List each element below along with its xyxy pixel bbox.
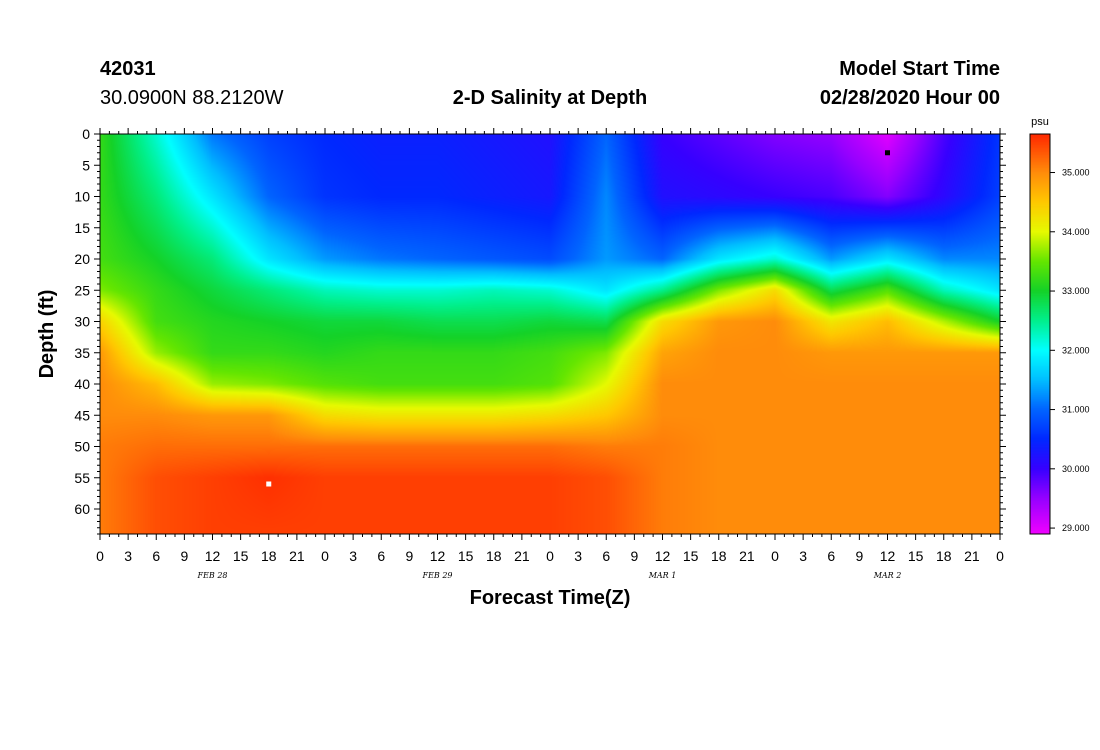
y-tick-label: 10 — [74, 189, 90, 205]
y-tick-label: 25 — [74, 282, 90, 298]
x-tick-label: 15 — [458, 548, 474, 564]
date-label: FEB 28 — [197, 571, 228, 580]
colorbar-frame — [1029, 133, 1051, 535]
x-tick-label: 9 — [180, 548, 188, 564]
x-tick-label: 3 — [574, 548, 582, 564]
x-tick-label: 0 — [321, 548, 329, 564]
x-tick-label: 6 — [152, 548, 160, 564]
x-tick-label: 9 — [405, 548, 413, 564]
x-tick-label: 6 — [827, 548, 835, 564]
model-start-label: Model Start Time — [839, 58, 1000, 80]
station-id: 42031 — [100, 58, 156, 80]
colorbar-gradient — [1030, 134, 1050, 534]
extrema-markers — [266, 150, 890, 487]
y-tick-label: 60 — [74, 501, 90, 517]
colorbar-units: psu — [1031, 116, 1049, 128]
model-start-time: 02/28/2020 Hour 00 — [820, 87, 1000, 109]
y-axis-title: Depth (ft) — [36, 290, 58, 379]
heatmap-canvas-holder — [100, 134, 1000, 534]
y-tick-label: 45 — [74, 407, 90, 423]
colorbar-tick-label: 29.000 — [1062, 523, 1090, 533]
y-tick-label: 50 — [74, 439, 90, 455]
colorbar-tick-label: 30.000 — [1062, 464, 1090, 474]
y-tick-label: 15 — [74, 220, 90, 236]
y-tick-label: 55 — [74, 470, 90, 486]
y-tick-label: 0 — [82, 126, 90, 142]
colorbar-tick-label: 34.000 — [1062, 227, 1090, 237]
x-tick-label: 0 — [996, 548, 1004, 564]
y-tick-label: 20 — [74, 251, 90, 267]
x-tick-label: 3 — [799, 548, 807, 564]
x-tick-label: 12 — [880, 548, 896, 564]
plot-area — [99, 133, 1001, 535]
x-tick-label: 21 — [289, 548, 305, 564]
x-tick-label: 6 — [377, 548, 385, 564]
date-label: MAR 1 — [648, 571, 677, 580]
x-tick-label: 18 — [936, 548, 952, 564]
x-tick-label: 21 — [514, 548, 530, 564]
x-tick-label: 9 — [855, 548, 863, 564]
max-marker — [266, 481, 272, 487]
colorbar-ticks: 29.000 30.000 31.000 32.000 33.000 34.000 35.0… — [1050, 168, 1090, 533]
y-axis: 0 5 10 15 20 25 30 35 40 45 50 55 60 — [74, 126, 1006, 535]
colorbar: psu 29.000 30.000 31.000 32.000 33.000 34.000… — [1029, 116, 1090, 535]
x-tick-label: 12 — [655, 548, 671, 564]
date-labels: FEB 28 FEB 29 MAR 1 MAR 2 — [197, 571, 902, 580]
salinity-heatmap — [100, 134, 1000, 534]
station-coords: 30.0900N 88.2120W — [100, 87, 284, 109]
x-tick-label: 0 — [546, 548, 554, 564]
x-tick-label: 12 — [430, 548, 446, 564]
chart-title: 2-D Salinity at Depth — [453, 87, 647, 109]
colorbar-tick-label: 31.000 — [1062, 405, 1090, 415]
y-tick-label: 40 — [74, 376, 90, 392]
x-tick-label: 0 — [771, 548, 779, 564]
colorbar-tick-label: 35.000 — [1062, 168, 1090, 178]
x-tick-label: 18 — [261, 548, 277, 564]
x-tick-label: 21 — [739, 548, 755, 564]
y-tick-label: 30 — [74, 314, 90, 330]
x-tick-label: 12 — [205, 548, 221, 564]
date-label: FEB 29 — [422, 571, 453, 580]
x-tick-label: 15 — [233, 548, 249, 564]
x-tick-label: 3 — [349, 548, 357, 564]
x-tick-label: 21 — [964, 548, 980, 564]
x-tick-label: 6 — [602, 548, 610, 564]
y-tick-label: 5 — [82, 157, 90, 173]
x-tick-label: 18 — [711, 548, 727, 564]
x-axis-title: Forecast Time(Z) — [470, 587, 631, 609]
x-tick-label: 0 — [96, 548, 104, 564]
x-axis: 0 3 6 9 12 15 18 21 0 3 6 9 12 15 18 21 0 3 6 9 12 15 18 21 0 3 6 9… — [96, 128, 1004, 564]
x-tick-label: 9 — [630, 548, 638, 564]
x-tick-label: 3 — [124, 548, 132, 564]
date-label: MAR 2 — [873, 571, 902, 580]
x-tick-label: 15 — [908, 548, 924, 564]
x-tick-label: 18 — [486, 548, 502, 564]
x-tick-label: 15 — [683, 548, 699, 564]
min-marker — [885, 150, 890, 156]
colorbar-canvas-holder — [1030, 134, 1050, 534]
y-tick-label: 35 — [74, 345, 90, 361]
colorbar-tick-label: 33.000 — [1062, 286, 1090, 296]
colorbar-tick-label: 32.000 — [1062, 345, 1090, 355]
